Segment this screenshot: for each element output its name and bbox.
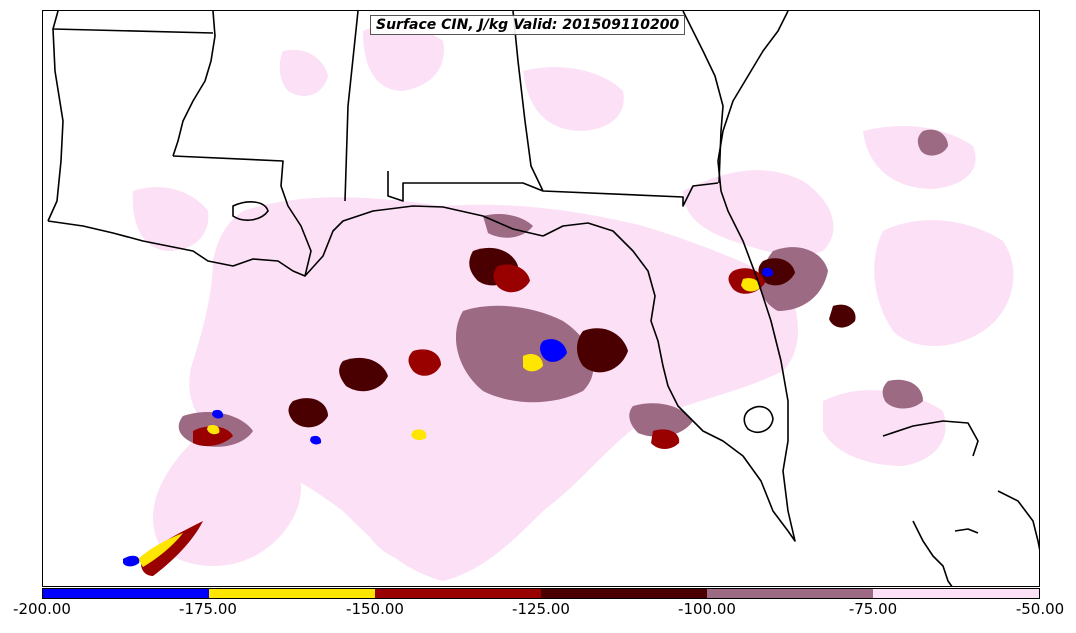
state-border-al-ga	[512, 11, 544, 192]
colorbar-segment	[375, 589, 541, 598]
island-south	[997, 490, 1039, 551]
coast-la-ms	[47, 205, 544, 277]
colorbar-segment	[43, 589, 209, 598]
cin-field-yellow	[138, 278, 760, 567]
map-title: Surface CIN, J/kg Valid: 201509110200	[370, 15, 686, 35]
colorbar-tick-labels: -200.00 -175.00 -150.00 -125.00 -100.00 …	[0, 600, 1076, 624]
island-keys	[954, 528, 979, 534]
colorbar-segment	[707, 589, 873, 598]
state-border-la-west	[47, 28, 64, 222]
coast-fl-panhandle	[542, 190, 796, 542]
state-border-ms-la	[172, 155, 312, 277]
colorbar-tick-label: -175.00	[179, 600, 237, 618]
island-cuba-west	[882, 420, 979, 457]
boundaries	[47, 11, 1039, 586]
cin-map	[47, 11, 1039, 586]
cin-field-light	[132, 25, 1014, 581]
colorbar-tick-label: -100.00	[678, 600, 736, 618]
state-border-la-ms-river	[172, 11, 216, 157]
island-bahamas	[912, 520, 953, 586]
state-border-al-fl	[387, 171, 719, 207]
state-border-ar-la	[52, 11, 214, 34]
map-panel	[42, 10, 1040, 587]
colorbar-tick-label: -150.00	[346, 600, 404, 618]
colorbar-tick-label: -75.00	[848, 600, 898, 618]
colorbar-tick-label: -200.00	[13, 600, 71, 618]
lake-pontchartrain	[232, 201, 269, 221]
coast-se-atlantic	[717, 11, 789, 192]
cin-field-mauve	[178, 129, 948, 447]
colorbar-tick-label: -125.00	[512, 600, 570, 618]
colorbar-segment	[541, 589, 707, 598]
colorbar-tick-label: -50.00	[1015, 600, 1065, 618]
state-border-ms-al	[344, 11, 359, 202]
state-border-ga-sc	[682, 11, 724, 184]
lake-okeechobee	[743, 405, 774, 433]
colorbar-segment	[873, 589, 1039, 598]
cin-field-red	[141, 264, 765, 576]
cin-field-blue	[123, 267, 774, 567]
colorbar	[42, 588, 1040, 599]
colorbar-segment	[209, 589, 375, 598]
